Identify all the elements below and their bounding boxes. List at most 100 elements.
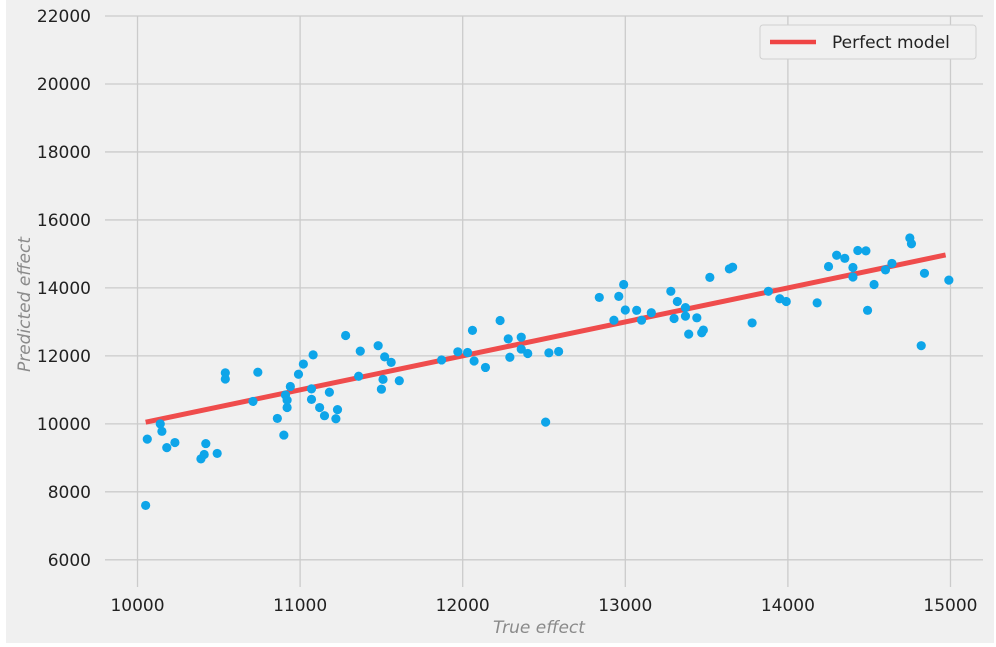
scatter-point — [781, 296, 791, 307]
y-tick-label: 8000 — [48, 483, 91, 503]
grid-layer — [105, 15, 983, 587]
scatter-point — [705, 272, 715, 282]
scatter-point — [853, 245, 863, 256]
scatter-point — [306, 384, 317, 394]
scatter-point — [285, 381, 295, 392]
scatter-point — [315, 402, 325, 413]
scatter-point — [394, 376, 404, 386]
scatter-point — [823, 261, 834, 272]
scatter-point — [636, 315, 647, 325]
scatter-point — [293, 369, 304, 379]
scatter-point — [680, 303, 691, 313]
scatter-point — [840, 253, 850, 263]
y-tick-label: 18000 — [37, 143, 91, 163]
scatter-point — [298, 359, 308, 369]
legend-box — [759, 24, 977, 60]
scatter-point — [282, 402, 292, 413]
scatter-point — [212, 448, 222, 459]
scatter-point — [614, 291, 624, 302]
scatter-chart: 10000 11000 12000 13000 14000 15000 6000 8000 1… — [15, 7, 983, 638]
scatter-point — [848, 262, 858, 273]
scatter-point — [680, 311, 691, 321]
scatter-point — [906, 239, 917, 249]
scatter-point — [324, 387, 334, 397]
scatter-point — [698, 325, 708, 335]
scatter-point — [544, 348, 554, 358]
scatter-point — [380, 352, 390, 362]
perfect-model-line — [145, 252, 947, 425]
scatter-point — [282, 395, 292, 405]
line-layer — [145, 252, 947, 425]
scatter-point — [505, 352, 515, 362]
scatter-point — [763, 286, 773, 296]
scatter-point — [220, 374, 230, 384]
scatter-point — [672, 296, 682, 307]
scatter-point — [354, 371, 364, 381]
x-tick-label: 10000 — [110, 596, 164, 616]
scatter-point — [554, 346, 564, 357]
scatter-point — [503, 334, 513, 344]
scatter-point — [848, 272, 858, 282]
y-tick-label: 10000 — [37, 415, 91, 435]
scatter-point — [355, 346, 365, 356]
scatter-point — [306, 394, 317, 404]
scatter-point — [253, 367, 263, 377]
y-tick-labels: 6000 8000 10000 12000 14000 16000 18000 20000 22… — [37, 7, 91, 571]
y-tick-label: 16000 — [37, 211, 91, 231]
y-axis-label: Predicted effect — [15, 236, 35, 372]
scatter-point — [619, 279, 629, 290]
scatter-point — [919, 268, 930, 278]
scatter-point — [248, 396, 258, 407]
scatter-point — [862, 305, 873, 315]
x-tick-label: 14000 — [761, 596, 815, 616]
scatter-point — [669, 313, 679, 324]
scatter-point — [319, 411, 330, 421]
scatter-point — [272, 413, 282, 424]
scatter-point — [916, 341, 926, 351]
scatter-point — [462, 347, 473, 358]
scatter-point — [832, 250, 842, 260]
x-tick-label: 11000 — [273, 596, 327, 616]
y-tick-label: 14000 — [37, 279, 91, 299]
legend-label-perfect-model: Perfect model — [832, 33, 950, 53]
scatter-point — [944, 275, 954, 285]
scatter-point — [541, 417, 551, 427]
legend: Perfect model — [759, 24, 977, 60]
scatter-point — [331, 414, 341, 424]
scatter-point — [666, 286, 676, 296]
x-tick-label: 15000 — [923, 596, 977, 616]
y-tick-label: 20000 — [37, 75, 91, 95]
x-axis-label: True effect — [493, 618, 586, 638]
scatter-point — [747, 318, 757, 328]
scatter-point — [170, 437, 180, 448]
scatter-point — [453, 347, 463, 357]
y-tick-label: 22000 — [37, 7, 91, 27]
scatter-point — [279, 430, 289, 440]
scatter-point — [332, 404, 343, 415]
scatter-point — [869, 279, 879, 290]
x-tick-label: 13000 — [598, 596, 652, 616]
scatter-point — [887, 258, 897, 269]
scatter-point — [199, 449, 209, 460]
scatter-point — [201, 438, 211, 449]
scatter-point — [480, 362, 491, 373]
scatter-point — [516, 344, 526, 354]
scatter-point — [376, 384, 387, 394]
scatter-point — [516, 332, 526, 342]
scatter-point — [880, 265, 891, 275]
scatter-point — [386, 357, 396, 367]
chart-figure: 10000 11000 12000 13000 14000 15000 6000 8000 1… — [6, 0, 994, 643]
scatter-point — [378, 374, 388, 384]
scatter-point — [155, 419, 165, 429]
scatter-point — [620, 305, 630, 315]
y-tick-label: 12000 — [37, 347, 91, 367]
scatter-point — [141, 500, 151, 511]
scatter-point — [142, 434, 152, 444]
scatter-point — [308, 350, 318, 360]
scatter-point — [495, 315, 505, 326]
scatter-point — [436, 355, 447, 365]
points-layer — [141, 233, 954, 511]
scatter-point — [728, 262, 738, 272]
scatter-point — [157, 426, 167, 436]
scatter-point — [341, 330, 351, 341]
